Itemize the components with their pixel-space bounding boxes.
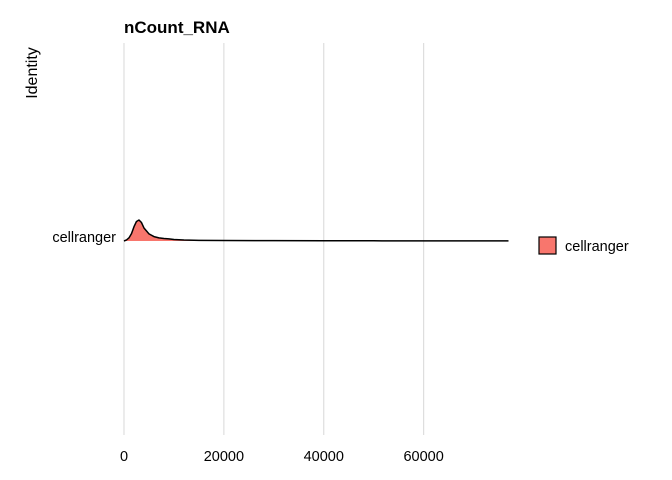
legend-key bbox=[538, 236, 557, 255]
y-tick-labels: cellranger bbox=[52, 230, 116, 246]
ridge-fill bbox=[124, 220, 509, 241]
ridge-series bbox=[123, 219, 509, 242]
x-tick-labels: 0 20000 40000 60000 bbox=[120, 449, 444, 465]
grid-lines bbox=[123, 43, 425, 435]
legend-label: cellranger bbox=[565, 239, 629, 255]
y-axis-title: Identity bbox=[24, 47, 41, 99]
ridge-outline bbox=[123, 219, 509, 242]
y-tick-label: cellranger bbox=[52, 230, 116, 246]
x-tick-label: 0 bbox=[120, 449, 128, 465]
chart-title: nCount_RNA bbox=[124, 18, 230, 37]
legend: cellranger bbox=[538, 236, 629, 255]
x-tick-label: 20000 bbox=[204, 449, 244, 465]
x-tick-label: 40000 bbox=[304, 449, 344, 465]
x-tick-label: 60000 bbox=[403, 449, 443, 465]
